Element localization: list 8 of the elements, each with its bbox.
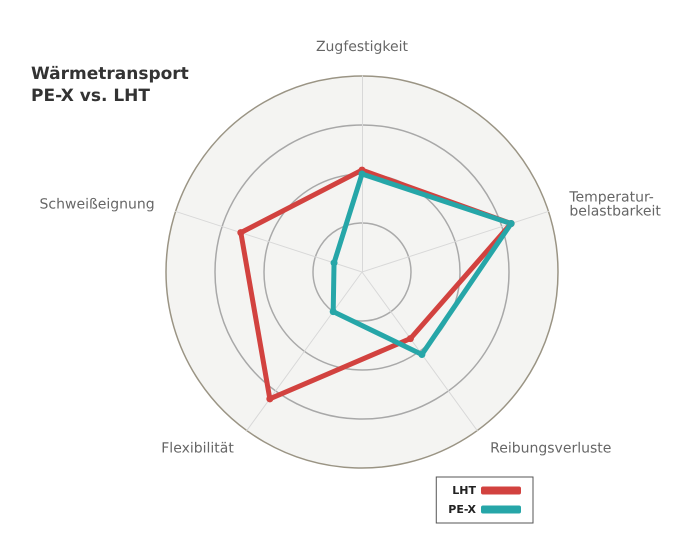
legend-label: PE-X bbox=[448, 503, 477, 516]
legend-label: LHT bbox=[452, 484, 476, 497]
spoke-label: Temperatur- belastbarkeit bbox=[568, 190, 662, 220]
spoke-label: Reibungsverluste bbox=[490, 440, 612, 456]
text: Wärmetransport PE-X vs. LHT bbox=[31, 64, 189, 106]
spoke-label: Flexibilität bbox=[161, 440, 234, 456]
spoke-label: Schweißeignung bbox=[40, 196, 155, 213]
spoke-label: Zugfestigkeit bbox=[316, 39, 409, 55]
